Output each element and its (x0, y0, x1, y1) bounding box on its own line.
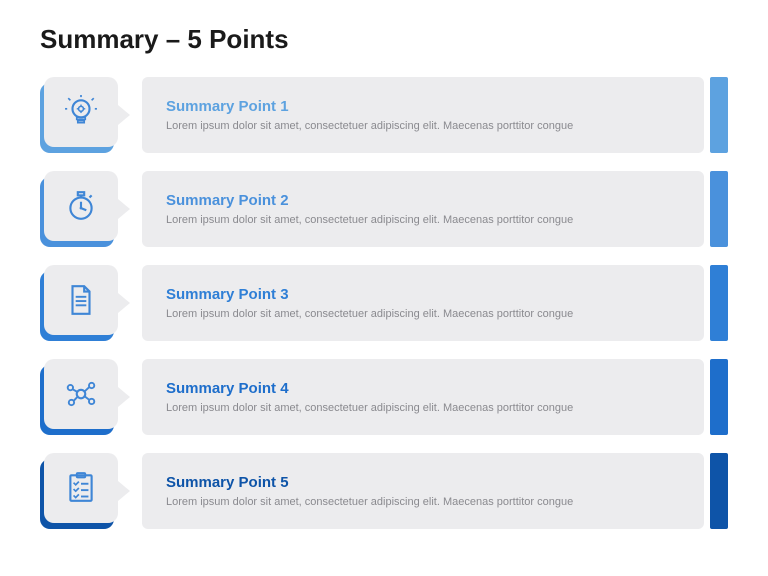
callout-pointer (118, 481, 130, 501)
point-body: Summary Point 2 Lorem ipsum dolor sit am… (142, 171, 704, 247)
icon-wrap (40, 171, 122, 247)
stopwatch-icon (64, 189, 98, 223)
accent-bar (710, 77, 728, 153)
accent-bar (710, 453, 728, 529)
accent-bar (710, 171, 728, 247)
callout-pointer (118, 293, 130, 313)
callout-pointer (118, 387, 130, 407)
point-desc: Lorem ipsum dolor sit amet, consectetuer… (166, 213, 644, 228)
document-icon (64, 283, 98, 317)
page-title: Summary – 5 Points (40, 24, 728, 55)
summary-row: Summary Point 4 Lorem ipsum dolor sit am… (40, 359, 728, 435)
summary-row: Summary Point 5 Lorem ipsum dolor sit am… (40, 453, 728, 529)
icon-box (44, 77, 118, 147)
point-title: Summary Point 1 (166, 98, 686, 115)
summary-row: Summary Point 1 Lorem ipsum dolor sit am… (40, 77, 728, 153)
accent-bar (710, 359, 728, 435)
point-desc: Lorem ipsum dolor sit amet, consectetuer… (166, 119, 644, 134)
point-body: Summary Point 1 Lorem ipsum dolor sit am… (142, 77, 704, 153)
summary-row: Summary Point 3 Lorem ipsum dolor sit am… (40, 265, 728, 341)
point-title: Summary Point 5 (166, 474, 686, 491)
icon-wrap (40, 359, 122, 435)
icon-box (44, 453, 118, 523)
icon-box (44, 359, 118, 429)
point-title: Summary Point 2 (166, 192, 686, 209)
icon-box (44, 171, 118, 241)
point-desc: Lorem ipsum dolor sit amet, consectetuer… (166, 495, 644, 510)
accent-bar (710, 265, 728, 341)
callout-pointer (118, 105, 130, 125)
icon-wrap (40, 453, 122, 529)
point-desc: Lorem ipsum dolor sit amet, consectetuer… (166, 401, 644, 416)
point-desc: Lorem ipsum dolor sit amet, consectetuer… (166, 307, 644, 322)
summary-row: Summary Point 2 Lorem ipsum dolor sit am… (40, 171, 728, 247)
network-icon (64, 377, 98, 411)
point-title: Summary Point 4 (166, 380, 686, 397)
icon-wrap (40, 265, 122, 341)
points-container: Summary Point 1 Lorem ipsum dolor sit am… (40, 77, 728, 529)
lightbulb-icon (64, 95, 98, 129)
point-body: Summary Point 4 Lorem ipsum dolor sit am… (142, 359, 704, 435)
point-title: Summary Point 3 (166, 286, 686, 303)
point-body: Summary Point 5 Lorem ipsum dolor sit am… (142, 453, 704, 529)
callout-pointer (118, 199, 130, 219)
slide: Summary – 5 Points Summary Point 1 Lorem… (0, 0, 768, 576)
point-body: Summary Point 3 Lorem ipsum dolor sit am… (142, 265, 704, 341)
icon-box (44, 265, 118, 335)
checklist-icon (64, 471, 98, 505)
icon-wrap (40, 77, 122, 153)
